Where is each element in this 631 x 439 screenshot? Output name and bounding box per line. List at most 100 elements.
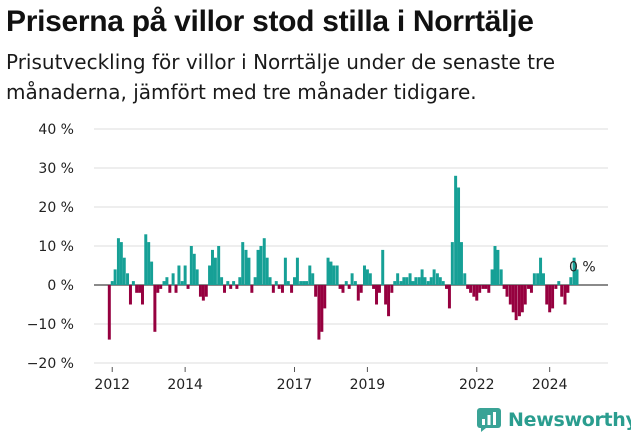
bar	[445, 285, 448, 289]
bar	[165, 277, 169, 285]
bar	[280, 285, 284, 293]
bar	[274, 281, 278, 285]
bar	[153, 285, 157, 332]
bar	[344, 281, 348, 285]
x-axis: 2012 2014 2017 2019 2022 2024	[94, 367, 568, 393]
bar	[299, 281, 303, 285]
bar	[405, 277, 409, 285]
bar	[517, 285, 521, 317]
bar	[432, 269, 436, 285]
bar	[232, 281, 236, 285]
y-tick-label: 20 %	[38, 200, 74, 216]
bar	[457, 187, 461, 285]
bar	[459, 242, 463, 285]
bar	[326, 257, 330, 285]
bar	[247, 257, 251, 285]
bar	[220, 277, 224, 285]
newsworthy-logo-icon	[477, 408, 501, 432]
bar	[229, 285, 233, 289]
bar	[566, 285, 570, 293]
bar	[466, 285, 470, 289]
y-tick-label: 10 %	[38, 239, 74, 255]
bar	[569, 277, 573, 285]
bar	[478, 285, 482, 293]
bar	[150, 261, 154, 285]
bar	[156, 285, 160, 293]
bar	[162, 281, 166, 285]
bar	[183, 265, 187, 285]
bar	[268, 277, 272, 285]
bar	[223, 285, 226, 293]
bar	[390, 285, 394, 293]
bar	[429, 277, 433, 285]
bar	[532, 273, 536, 285]
x-tick-label: 2024	[532, 377, 568, 393]
bar	[244, 249, 248, 285]
y-tick-label: 30 %	[38, 161, 74, 177]
bar	[171, 273, 175, 285]
bar	[323, 285, 327, 309]
bar	[283, 257, 287, 285]
gridlines	[94, 128, 608, 364]
bar	[347, 285, 351, 289]
bar	[192, 253, 196, 285]
bar	[505, 285, 509, 297]
chart-subtitle: Prisutveckling för villor i Norrtälje un…	[6, 50, 556, 104]
bar	[126, 273, 130, 285]
bar	[514, 285, 518, 321]
bar	[545, 285, 549, 305]
bar	[511, 285, 515, 313]
bar	[575, 269, 579, 285]
bar	[417, 277, 421, 285]
bar	[305, 281, 309, 285]
y-tick-label: 0 %	[47, 278, 74, 294]
bar	[441, 281, 445, 285]
bar	[144, 234, 148, 285]
bar	[128, 285, 132, 305]
bar	[469, 285, 473, 293]
bar	[557, 281, 561, 285]
bar	[450, 242, 454, 285]
bar	[177, 265, 181, 285]
bar	[320, 285, 324, 332]
y-tick-label: −20 %	[27, 356, 74, 372]
bar	[295, 257, 299, 285]
bar	[277, 285, 281, 289]
bar	[290, 285, 294, 293]
chart-title: Priserna på villor stod stilla i Norrtäl…	[6, 5, 534, 38]
bar	[259, 246, 263, 285]
bar	[563, 285, 567, 305]
bar	[527, 285, 531, 289]
bar	[541, 273, 545, 285]
bar	[520, 285, 524, 313]
annotations: 0 %	[569, 259, 596, 275]
bar	[265, 257, 269, 285]
bar	[487, 285, 491, 293]
bar	[329, 261, 333, 285]
bar	[135, 285, 139, 293]
bar	[293, 277, 296, 285]
bar	[335, 265, 339, 285]
y-tick-label: −10 %	[27, 317, 74, 333]
brand-name: Newsworthy	[508, 409, 631, 431]
x-tick-label: 2014	[167, 377, 203, 393]
bar	[235, 285, 239, 289]
bar	[107, 285, 111, 340]
bar	[338, 285, 342, 289]
newsworthy-logo[interactable]: Newsworthy	[476, 405, 631, 435]
bar	[210, 249, 214, 285]
bar	[490, 269, 494, 285]
bar	[375, 285, 379, 305]
bar	[286, 281, 290, 285]
bar	[213, 257, 217, 285]
bar	[359, 285, 363, 293]
bar	[110, 281, 114, 285]
bar	[502, 285, 506, 289]
bar	[363, 265, 366, 285]
bar	[472, 285, 476, 297]
bar	[551, 285, 555, 309]
bar	[341, 285, 345, 293]
bar	[308, 265, 312, 285]
x-tick-label: 2017	[277, 377, 313, 393]
bar	[496, 249, 500, 285]
